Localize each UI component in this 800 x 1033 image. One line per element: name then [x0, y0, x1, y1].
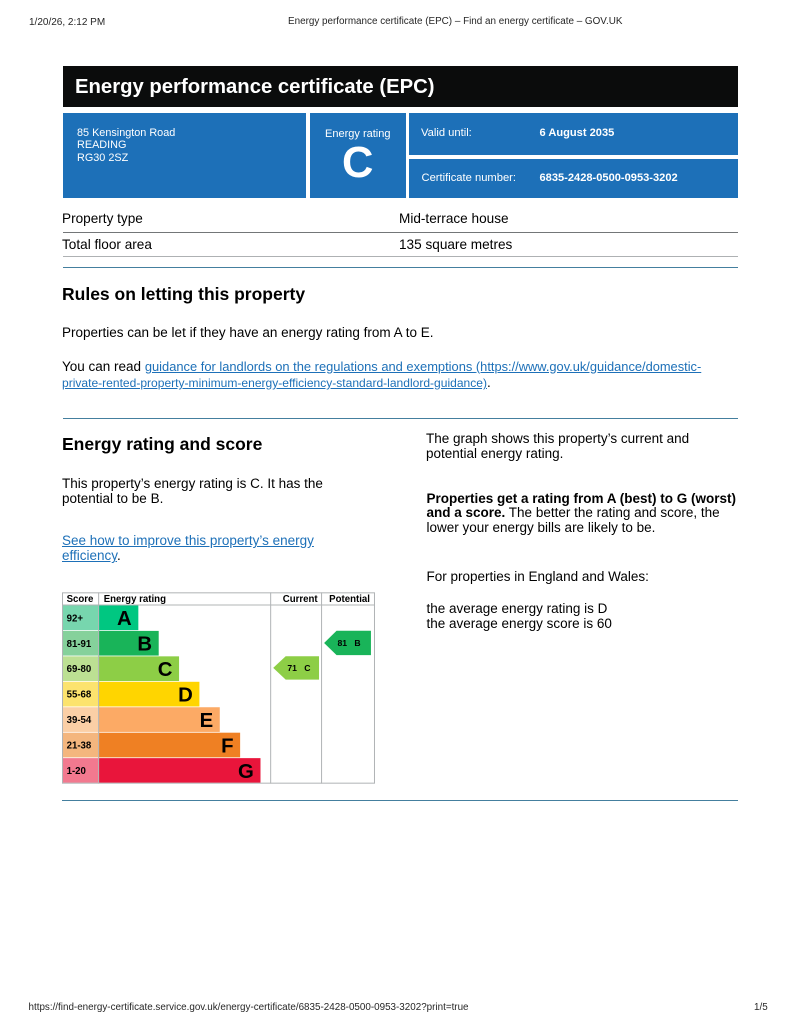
svg-text:81-91: 81-91	[66, 639, 91, 650]
svg-text:1-20: 1-20	[66, 766, 85, 777]
svg-text:A: A	[117, 608, 132, 630]
svg-text:21-38: 21-38	[66, 741, 91, 752]
svg-text:Energy rating: Energy rating	[104, 594, 166, 605]
svg-text:C: C	[158, 659, 173, 681]
svg-text:69-80: 69-80	[66, 664, 91, 675]
svg-text:Current: Current	[283, 594, 319, 605]
svg-text:E: E	[199, 710, 213, 732]
svg-text:F: F	[221, 736, 233, 758]
svg-text:71 C: 71 C	[287, 663, 310, 673]
svg-text:G: G	[238, 761, 254, 783]
svg-text:B: B	[137, 634, 152, 656]
svg-text:D: D	[178, 685, 193, 707]
svg-text:39-54: 39-54	[66, 715, 91, 726]
svg-text:Score: Score	[66, 594, 93, 605]
svg-text:55-68: 55-68	[66, 690, 91, 701]
svg-text:92+: 92+	[66, 614, 83, 625]
svg-text:Potential: Potential	[329, 594, 370, 605]
svg-text:81 B: 81 B	[337, 638, 360, 648]
